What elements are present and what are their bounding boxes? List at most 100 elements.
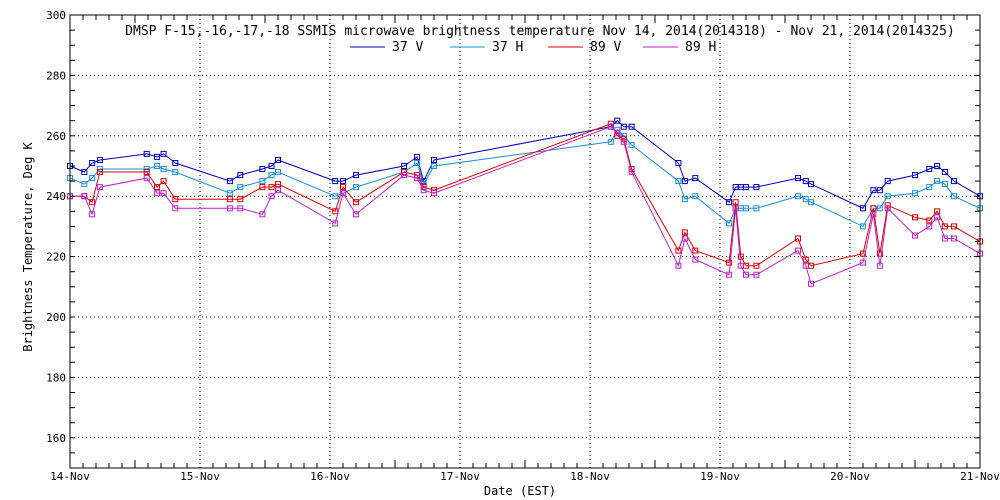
data-point — [431, 190, 437, 197]
series-layer — [67, 117, 983, 287]
data-point — [934, 163, 941, 169]
data-point — [332, 193, 339, 200]
data-point — [172, 160, 179, 166]
data-point — [275, 187, 281, 194]
data-point — [692, 247, 699, 254]
data-point — [934, 178, 941, 185]
data-point — [884, 205, 891, 212]
data-point — [259, 211, 266, 218]
data-point — [884, 178, 891, 185]
data-point — [414, 160, 421, 166]
data-point — [926, 217, 933, 224]
data-point — [268, 193, 275, 200]
data-point — [259, 166, 266, 172]
data-point — [808, 181, 814, 188]
data-point — [675, 160, 682, 166]
data-point — [275, 169, 281, 175]
data-point — [681, 196, 688, 203]
data-point — [675, 247, 682, 254]
y-tick-label: 220 — [46, 251, 66, 264]
data-point — [726, 220, 733, 227]
legend-label: 89 V — [590, 40, 621, 55]
data-point — [860, 205, 866, 212]
x-tick-label: 17-Nov — [440, 470, 480, 483]
data-point — [926, 223, 933, 230]
data-point — [353, 211, 359, 218]
data-point — [275, 181, 281, 188]
y-tick-label: 280 — [46, 69, 66, 82]
data-point — [96, 169, 103, 175]
data-point — [96, 157, 103, 163]
data-point — [332, 178, 339, 185]
data-point — [726, 271, 733, 278]
data-point — [89, 160, 96, 166]
data-point — [620, 138, 627, 145]
data-point — [81, 169, 88, 175]
data-point — [275, 157, 281, 163]
data-point — [795, 235, 801, 242]
data-point — [681, 235, 688, 242]
data-point — [753, 262, 760, 269]
data-point — [226, 178, 233, 185]
data-point — [332, 208, 339, 215]
data-point — [912, 232, 918, 239]
data-point — [951, 193, 957, 200]
data-point — [237, 196, 244, 203]
data-point — [681, 178, 688, 185]
y-tick-label: 180 — [46, 371, 66, 384]
x-axis-title: Date (EST) — [484, 484, 556, 498]
data-point — [732, 205, 739, 212]
y-tick-label: 260 — [46, 130, 66, 143]
data-point — [870, 187, 877, 194]
x-tick-label: 19-Nov — [700, 470, 740, 483]
data-point — [353, 184, 359, 191]
data-point — [154, 190, 161, 197]
data-point — [172, 196, 179, 203]
legend-label: 37 V — [392, 40, 423, 55]
data-point — [870, 205, 877, 212]
data-point — [340, 190, 346, 197]
data-point — [876, 187, 883, 194]
data-point — [607, 123, 614, 130]
chart-title: DMSP F-15,-16,-17,-18 SSMIS microwave br… — [125, 24, 955, 39]
data-point — [614, 117, 621, 124]
data-point — [268, 172, 275, 179]
data-point — [154, 184, 161, 191]
data-point — [226, 196, 233, 203]
data-point — [876, 262, 883, 269]
data-point — [675, 262, 682, 269]
data-point — [414, 175, 421, 182]
data-point — [160, 166, 167, 172]
data-point — [941, 223, 948, 230]
data-point — [912, 214, 918, 221]
data-point — [743, 271, 749, 278]
data-point — [401, 169, 408, 175]
y-tick-label: 240 — [46, 190, 66, 203]
data-point — [143, 175, 150, 182]
data-point — [607, 138, 614, 145]
data-point — [143, 169, 150, 175]
data-point — [912, 172, 918, 179]
data-point — [743, 184, 749, 191]
x-tick-label: 20-Nov — [830, 470, 870, 483]
legend: 37 V 37 H 89 V 89 H — [350, 40, 716, 55]
data-point — [951, 223, 957, 230]
data-point — [795, 175, 801, 182]
data-point — [628, 123, 635, 130]
data-point — [154, 163, 161, 169]
data-point — [884, 193, 891, 200]
data-point — [414, 153, 421, 160]
data-point — [860, 250, 866, 257]
data-point — [870, 211, 877, 218]
data-point — [941, 169, 948, 175]
legend-entry: 37 V — [350, 40, 423, 55]
data-point — [675, 178, 682, 185]
data-point — [951, 178, 957, 185]
data-point — [237, 184, 244, 191]
data-point — [628, 169, 635, 175]
data-point — [89, 211, 96, 218]
data-point — [89, 199, 96, 206]
data-point — [226, 205, 233, 212]
data-point — [89, 175, 96, 182]
